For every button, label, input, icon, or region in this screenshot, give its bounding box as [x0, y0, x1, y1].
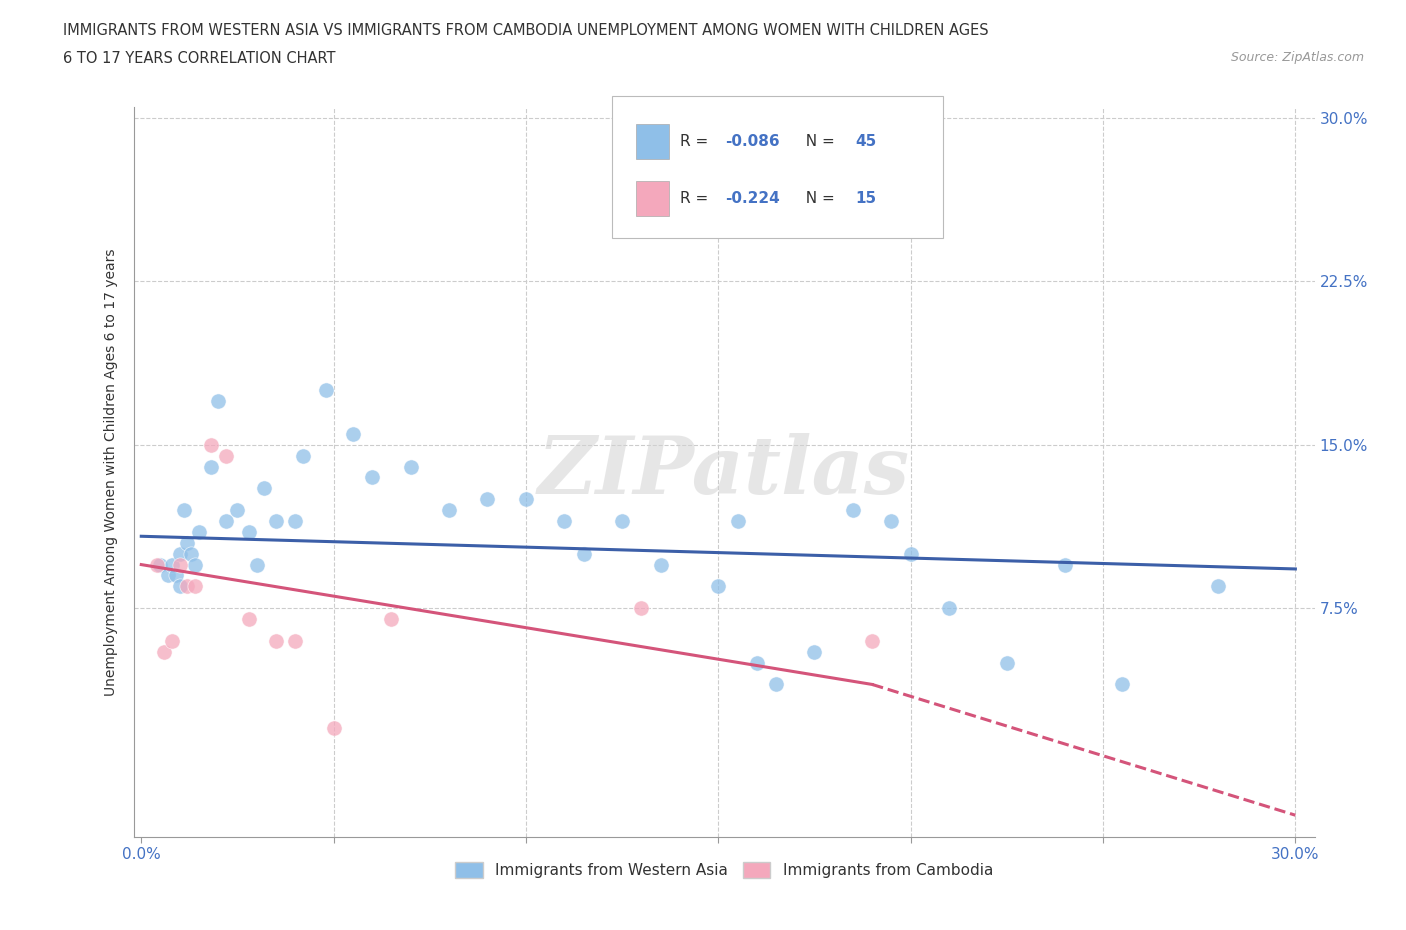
Point — [745, 656, 768, 671]
Point — [707, 579, 730, 594]
Text: R =: R = — [681, 134, 713, 149]
Point — [176, 579, 198, 594]
Text: 15: 15 — [855, 191, 876, 206]
Point — [169, 557, 191, 572]
Point — [995, 656, 1018, 671]
FancyBboxPatch shape — [636, 124, 669, 159]
Text: 45: 45 — [855, 134, 876, 149]
Point — [572, 546, 595, 561]
Point — [207, 393, 229, 408]
Point — [1053, 557, 1076, 572]
Text: ZIPatlas: ZIPatlas — [538, 433, 910, 511]
FancyBboxPatch shape — [612, 96, 942, 238]
Point — [149, 557, 172, 572]
Point — [184, 557, 207, 572]
Point — [165, 568, 187, 583]
Text: R =: R = — [681, 191, 713, 206]
Point — [553, 513, 575, 528]
Point — [1208, 579, 1230, 594]
Point — [860, 633, 883, 648]
Y-axis label: Unemployment Among Women with Children Ages 6 to 17 years: Unemployment Among Women with Children A… — [104, 248, 118, 696]
Point — [238, 612, 260, 627]
Point — [253, 481, 276, 496]
Text: IMMIGRANTS FROM WESTERN ASIA VS IMMIGRANTS FROM CAMBODIA UNEMPLOYMENT AMONG WOME: IMMIGRANTS FROM WESTERN ASIA VS IMMIGRAN… — [63, 23, 988, 38]
Point — [169, 546, 191, 561]
Point — [380, 612, 402, 627]
FancyBboxPatch shape — [636, 180, 669, 216]
Point — [342, 426, 364, 441]
Point — [842, 503, 865, 518]
Point — [900, 546, 922, 561]
Point — [180, 546, 202, 561]
Point — [322, 721, 344, 736]
Point — [200, 437, 222, 452]
Point — [399, 459, 422, 474]
Point — [515, 492, 537, 507]
Point — [238, 525, 260, 539]
Point — [803, 644, 825, 659]
Point — [284, 513, 307, 528]
Point — [264, 513, 287, 528]
Text: -0.224: -0.224 — [725, 191, 780, 206]
Text: 6 TO 17 YEARS CORRELATION CHART: 6 TO 17 YEARS CORRELATION CHART — [63, 51, 336, 66]
Point — [160, 633, 183, 648]
Point — [1111, 677, 1133, 692]
Point — [153, 644, 176, 659]
Point — [215, 513, 238, 528]
Point — [938, 601, 960, 616]
Point — [315, 383, 337, 398]
Point — [157, 568, 180, 583]
Point — [145, 557, 167, 572]
Point — [610, 513, 633, 528]
Legend: Immigrants from Western Asia, Immigrants from Cambodia: Immigrants from Western Asia, Immigrants… — [449, 856, 1000, 884]
Point — [765, 677, 787, 692]
Point — [650, 557, 672, 572]
Point — [727, 513, 749, 528]
Point — [184, 579, 207, 594]
Text: N =: N = — [796, 134, 839, 149]
Point — [246, 557, 269, 572]
Point — [880, 513, 903, 528]
Point — [361, 470, 384, 485]
Point — [477, 492, 499, 507]
Point — [264, 633, 287, 648]
Point — [630, 601, 652, 616]
Point — [284, 633, 307, 648]
Text: Source: ZipAtlas.com: Source: ZipAtlas.com — [1230, 51, 1364, 64]
Text: N =: N = — [796, 191, 839, 206]
Point — [291, 448, 314, 463]
Point — [200, 459, 222, 474]
Text: -0.086: -0.086 — [725, 134, 780, 149]
Point — [188, 525, 211, 539]
Point — [169, 579, 191, 594]
Point — [226, 503, 249, 518]
Point — [173, 503, 195, 518]
Point — [437, 503, 460, 518]
Point — [176, 536, 198, 551]
Point — [160, 557, 183, 572]
Point — [215, 448, 238, 463]
